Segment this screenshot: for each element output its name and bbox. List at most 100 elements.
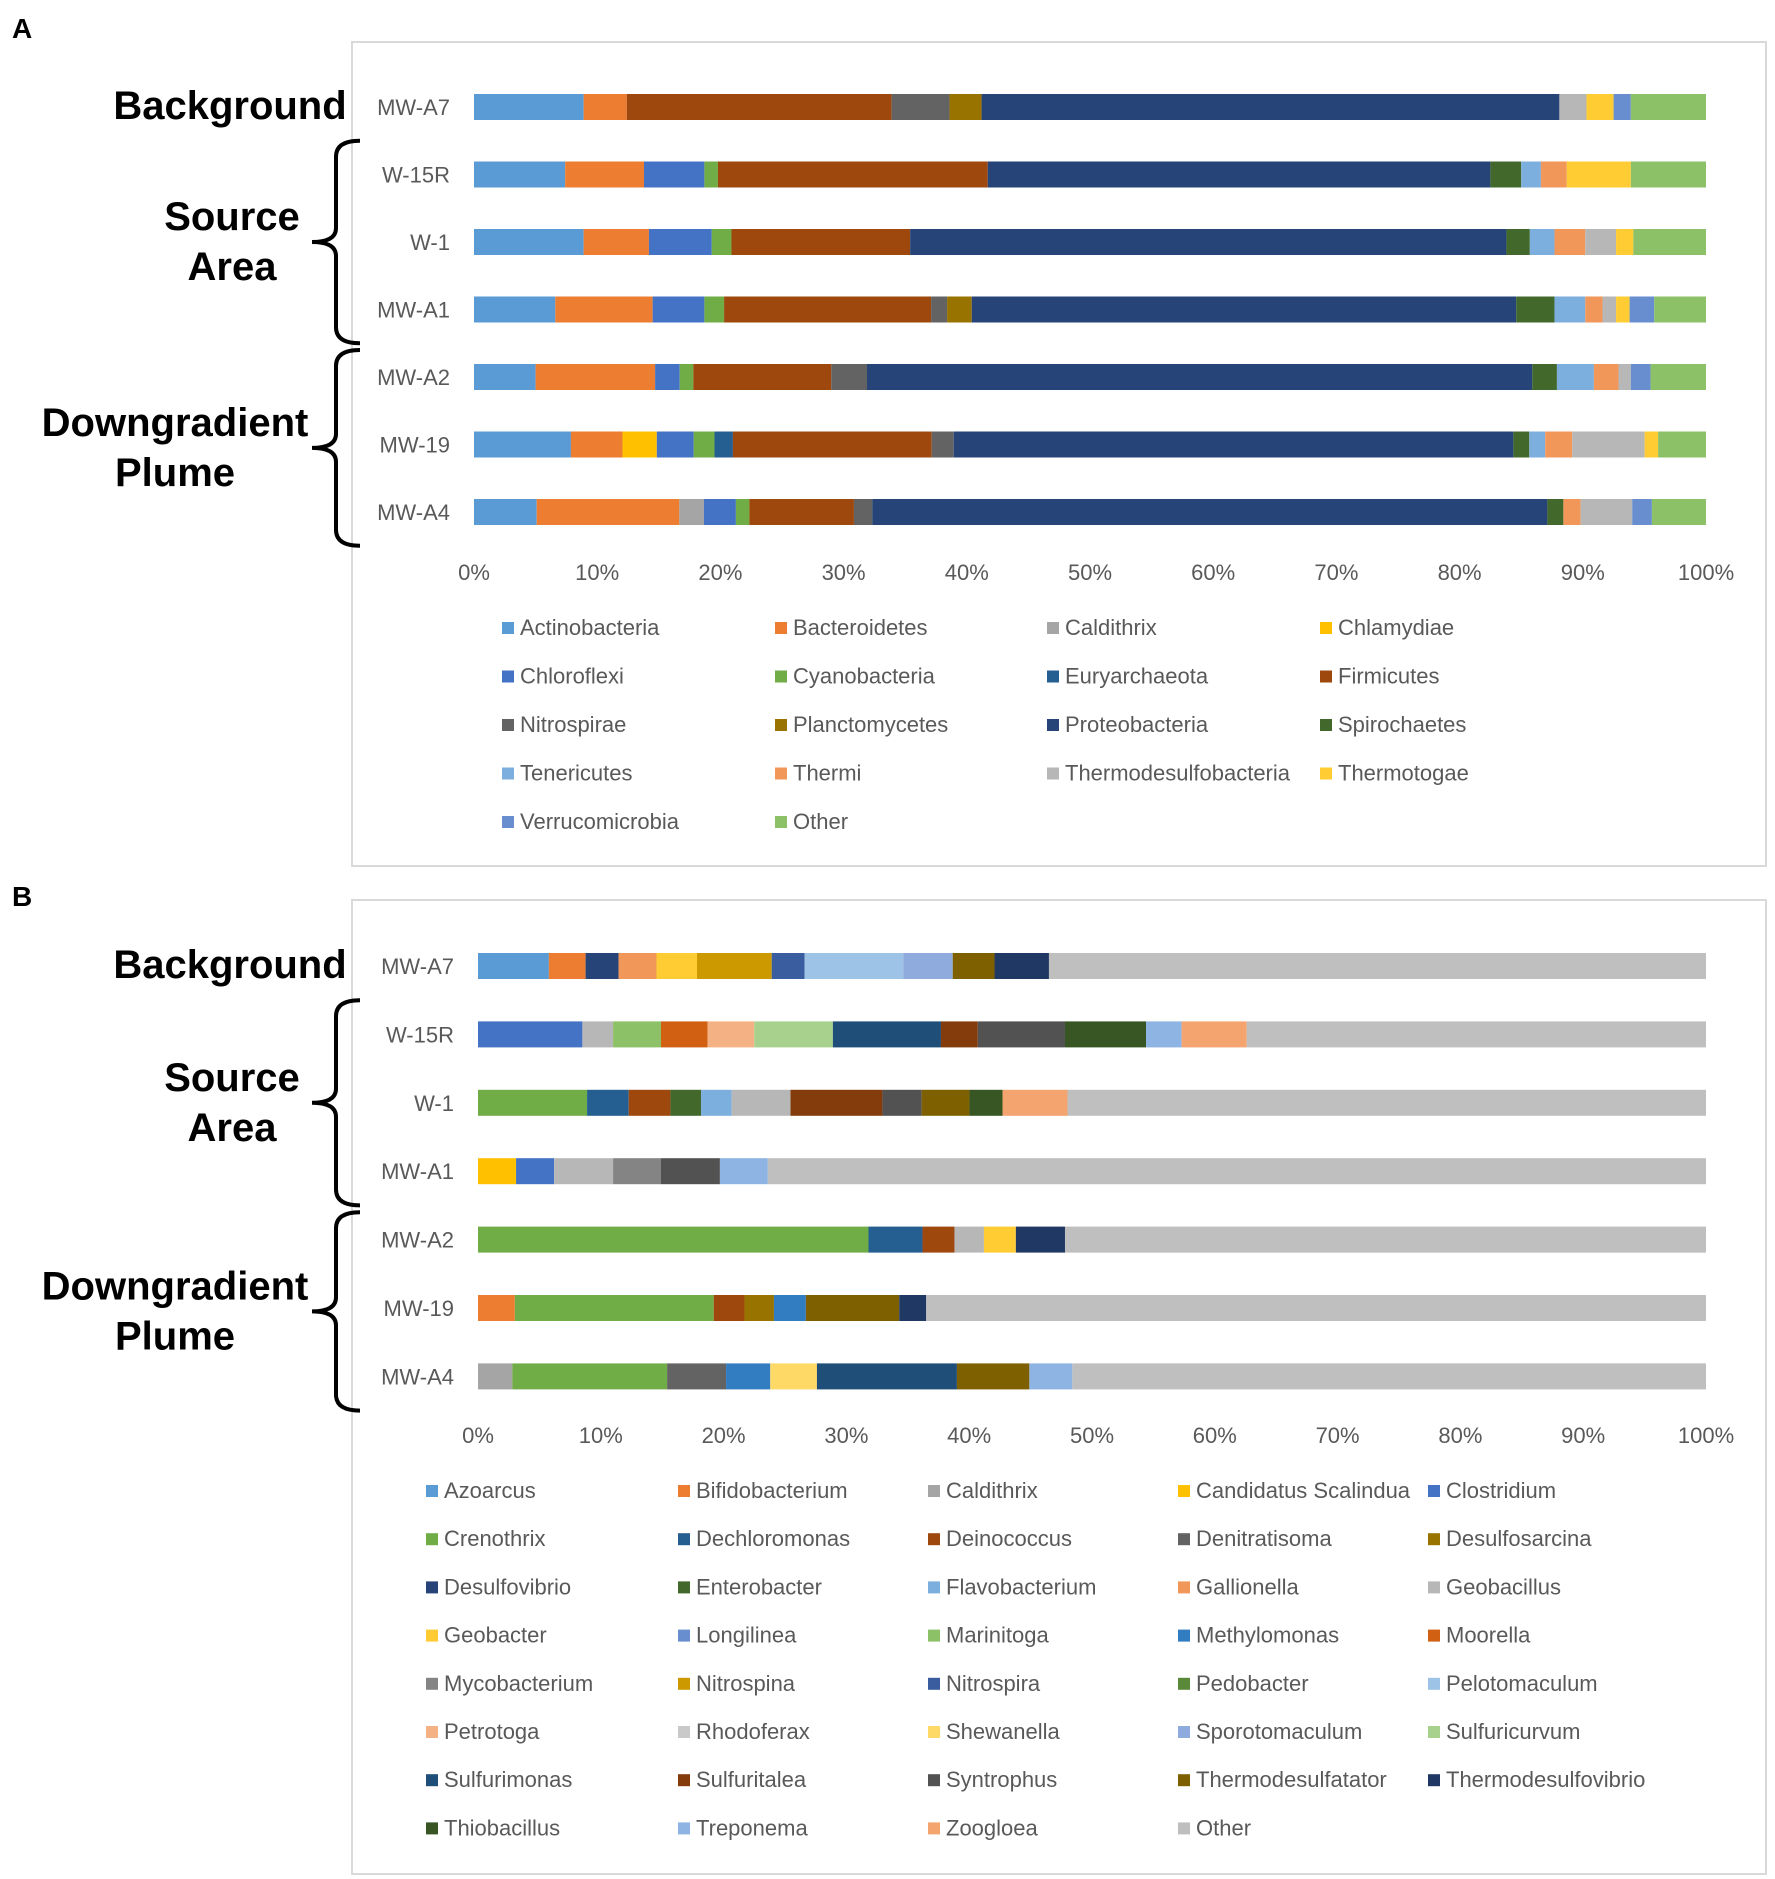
- category-label: MW-19: [380, 433, 451, 458]
- bar-segment: [1540, 161, 1567, 188]
- legend-label: Bifidobacterium: [696, 1478, 848, 1503]
- legend-label: Candidatus Scalindua: [1196, 1478, 1411, 1503]
- legend-swatch: [678, 1581, 690, 1594]
- bar-segment: [891, 94, 950, 120]
- bar-segment: [1654, 296, 1706, 323]
- legend-swatch: [775, 670, 787, 683]
- bar-segment: [701, 1089, 732, 1116]
- bar-segment: [1545, 431, 1573, 458]
- x-tick-label: 20%: [698, 560, 742, 585]
- legend-swatch: [928, 1533, 940, 1546]
- bar-segment: [585, 953, 619, 979]
- bar-segment: [1593, 364, 1619, 390]
- legend-label: Rhodoferax: [696, 1719, 810, 1744]
- legend-label: Longilinea: [696, 1623, 797, 1648]
- bar-segment: [628, 1089, 671, 1116]
- bar-segment: [731, 1089, 791, 1116]
- legend-label: Chlamydiae: [1338, 615, 1454, 640]
- legend-label: Sulfuricurvum: [1446, 1719, 1580, 1744]
- bar-segment: [744, 1295, 774, 1321]
- legend-swatch: [502, 816, 514, 828]
- bar-segment: [940, 1021, 978, 1048]
- legend-label: Enterobacter: [696, 1574, 822, 1599]
- bar-segment: [867, 364, 1533, 390]
- bar-segment: [1586, 94, 1614, 120]
- bar-segment: [648, 229, 712, 255]
- bar-segment: [926, 1295, 1706, 1321]
- bar-segment: [1490, 161, 1522, 188]
- bar-segment: [732, 431, 932, 458]
- bar-segment: [474, 161, 566, 188]
- category-label: MW-A1: [381, 1159, 454, 1184]
- legend-label: Thermodesulfobacteria: [1065, 761, 1291, 786]
- bar-segment: [536, 499, 680, 525]
- bar-segment: [805, 1295, 900, 1321]
- legend-swatch: [502, 670, 514, 683]
- bar-segment: [767, 1158, 1706, 1185]
- legend-label: Deinococcus: [946, 1526, 1072, 1551]
- bar-segment: [1651, 499, 1706, 525]
- legend-swatch: [775, 816, 787, 828]
- bar-segment: [853, 499, 873, 525]
- bar-segment: [478, 1226, 869, 1253]
- bar-segment: [931, 431, 954, 458]
- legend-swatch: [426, 1581, 438, 1594]
- bar-segment: [655, 364, 680, 390]
- bar-segment: [804, 953, 904, 979]
- legend-label: Geobacillus: [1446, 1574, 1561, 1599]
- bar-segment: [667, 1363, 727, 1390]
- bar-segment: [1516, 296, 1555, 323]
- legend-swatch: [502, 622, 514, 634]
- legend-swatch: [678, 1629, 690, 1642]
- legend-label: Dechloromonas: [696, 1526, 850, 1551]
- bar-segment: [478, 953, 549, 979]
- bar-segment: [1559, 94, 1587, 120]
- bar-segment: [622, 431, 657, 458]
- x-tick-label: 50%: [1070, 1423, 1114, 1448]
- bar-segment: [910, 229, 1507, 255]
- legend-label: Other: [793, 809, 848, 834]
- bar-segment: [474, 229, 584, 255]
- bar-segment: [717, 161, 988, 188]
- legend-label: Other: [1196, 1815, 1251, 1840]
- bar-segment: [1580, 499, 1633, 525]
- category-label: MW-19: [384, 1296, 455, 1321]
- group-label: Source: [164, 1056, 300, 1100]
- category-label: MW-A4: [377, 500, 450, 525]
- bar-segment: [535, 364, 656, 390]
- bar-segment: [583, 94, 627, 120]
- legend-swatch: [1178, 1822, 1190, 1835]
- category-label: MW-A7: [377, 95, 450, 120]
- bar-segment: [693, 364, 832, 390]
- bar-segment: [1529, 431, 1546, 458]
- group-label-background: Background: [113, 84, 346, 128]
- bar-segment: [831, 364, 868, 390]
- legend-label: Actinobacteria: [520, 615, 660, 640]
- bar-segment: [1632, 499, 1652, 525]
- bar-segment: [1554, 229, 1586, 255]
- bar-segment: [1554, 296, 1586, 323]
- bar-segment: [1563, 499, 1581, 525]
- legend-swatch: [1320, 622, 1332, 634]
- legend-swatch: [928, 1822, 940, 1835]
- bar-segment: [478, 1021, 583, 1048]
- bar-segment: [707, 1021, 755, 1048]
- legend-swatch: [426, 1629, 438, 1642]
- bar-segment: [1658, 431, 1706, 458]
- bar-segment: [832, 1021, 941, 1048]
- bar-segment: [994, 953, 1049, 979]
- legend-label: Spirochaetes: [1338, 712, 1466, 737]
- bar-segment: [903, 953, 953, 979]
- bar-segment: [613, 1021, 661, 1048]
- legend-label: Syntrophus: [946, 1767, 1057, 1792]
- bar-segment: [953, 431, 1514, 458]
- bar-segment: [570, 431, 623, 458]
- legend-swatch: [678, 1774, 690, 1787]
- x-tick-label: 90%: [1561, 560, 1605, 585]
- legend-swatch: [678, 1822, 690, 1835]
- group-brace: [311, 998, 361, 1208]
- legend-swatch: [775, 719, 787, 731]
- bar-segment: [704, 296, 725, 323]
- bar-segment: [731, 229, 911, 255]
